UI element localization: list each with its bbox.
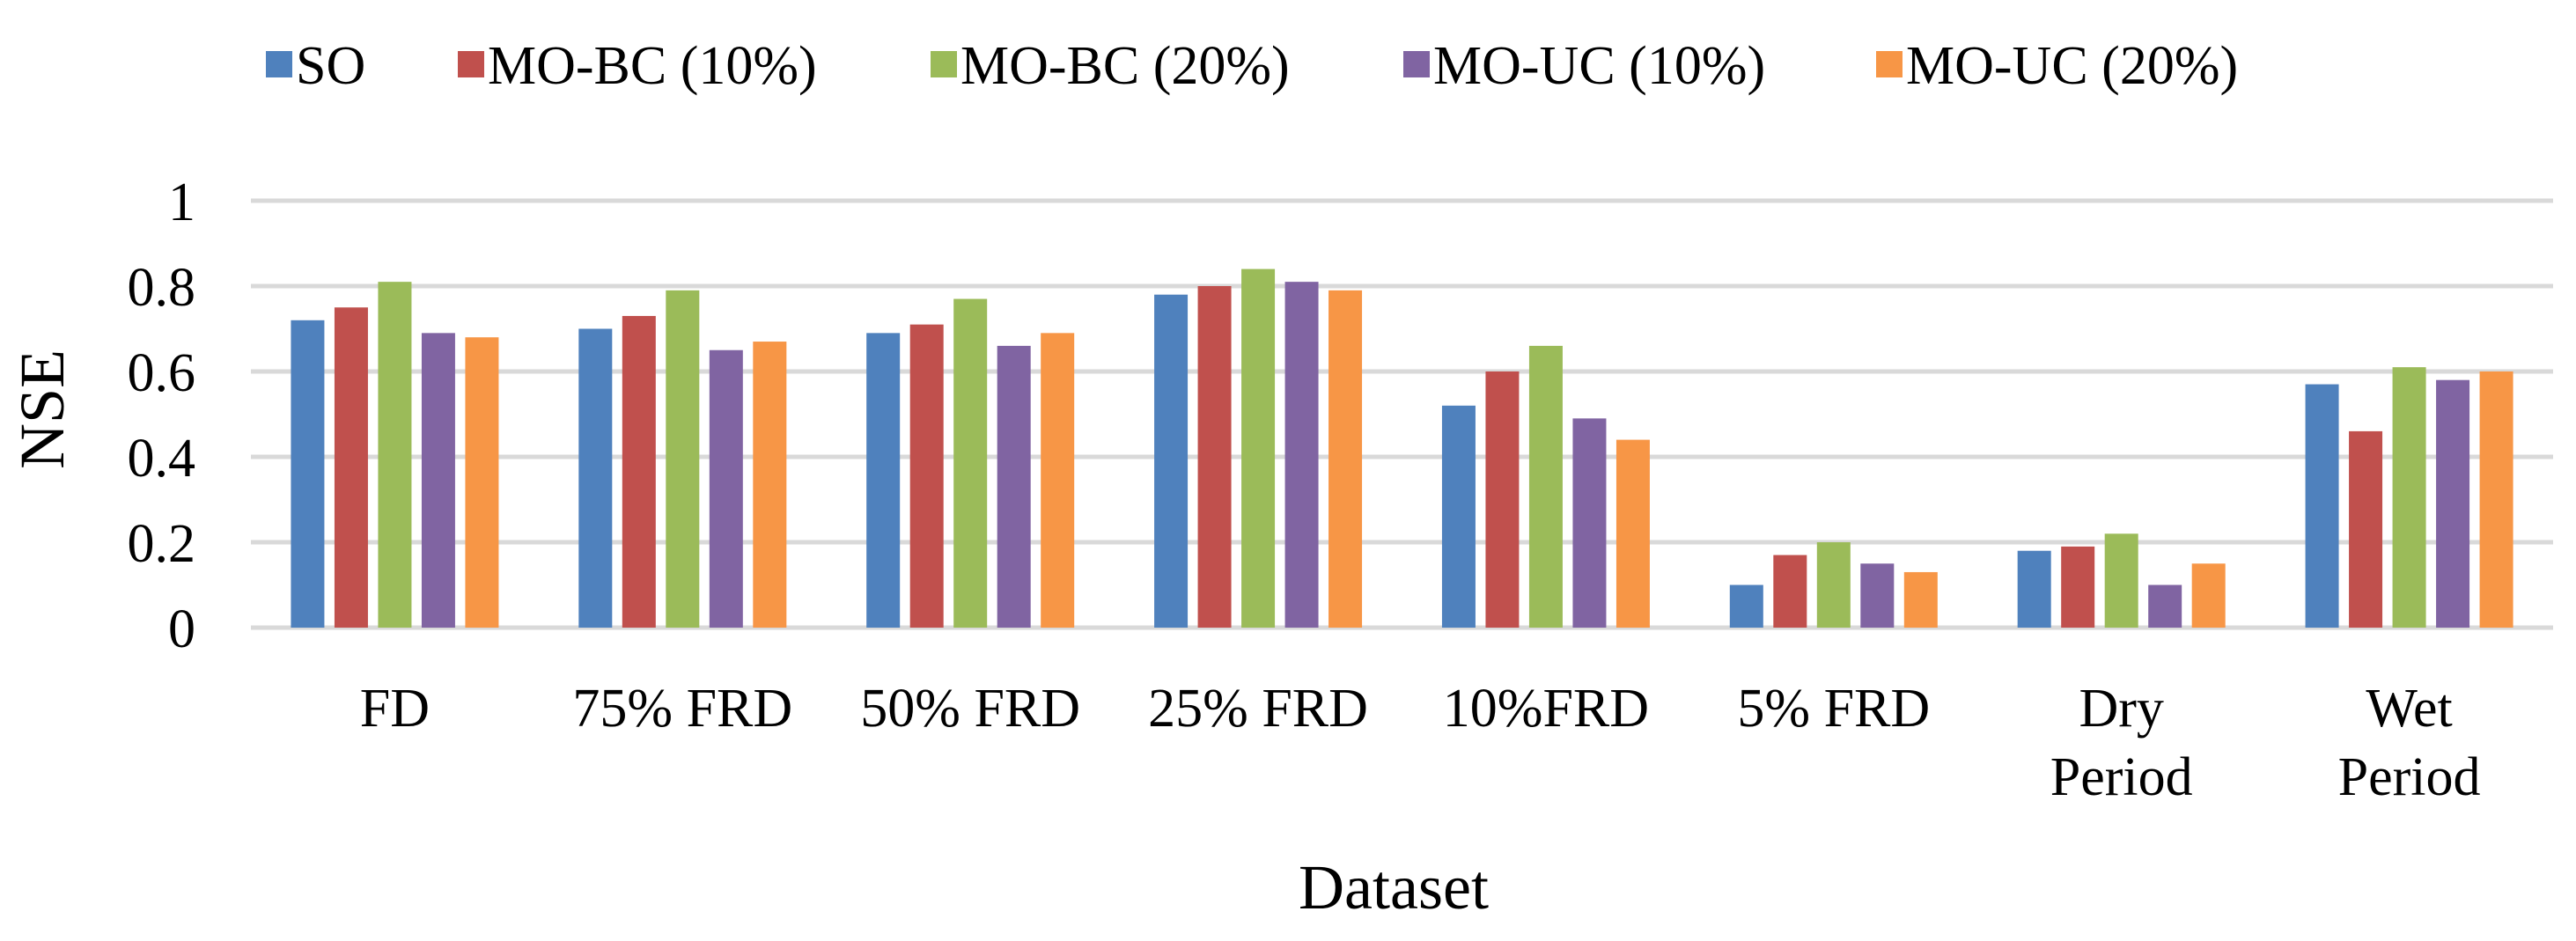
bar xyxy=(622,315,656,628)
bar xyxy=(578,328,613,628)
bar xyxy=(1284,282,1319,628)
legend-label: MO-BC (10%) xyxy=(488,36,817,96)
bar xyxy=(666,290,700,628)
bar xyxy=(1441,405,1476,628)
bar xyxy=(1860,563,1895,628)
y-axis-label: NSE xyxy=(7,349,77,469)
y-tick-label: 0.6 xyxy=(128,343,196,403)
legend-label: MO-UC (20%) xyxy=(1906,36,2238,96)
y-tick-label: 0.2 xyxy=(128,514,196,574)
legend-entry: MO-BC (20%) xyxy=(931,36,1290,96)
x-category-label: 10%FRD xyxy=(1443,679,1649,739)
x-category-label: 5% FRD xyxy=(1737,679,1930,739)
legend-label: MO-UC (10%) xyxy=(1433,36,1765,96)
legend-entry: MO-BC (10%) xyxy=(458,36,817,96)
bar xyxy=(1616,439,1650,628)
legend-swatch xyxy=(1403,51,1430,77)
bar xyxy=(334,307,368,628)
x-category-label: Dry Period xyxy=(2050,679,2193,807)
bar xyxy=(2017,550,2051,628)
bar xyxy=(291,320,325,628)
legend-swatch xyxy=(458,51,484,77)
bar xyxy=(1154,294,1189,628)
bar xyxy=(709,349,743,628)
bar xyxy=(2392,367,2426,628)
x-category-label: Wet Period xyxy=(2338,679,2481,807)
bar xyxy=(1041,333,1075,628)
bar xyxy=(1197,286,1232,628)
bar xyxy=(1241,268,1276,628)
bar xyxy=(421,333,455,628)
x-category-label: FD xyxy=(360,679,430,739)
bar xyxy=(378,282,412,628)
bar xyxy=(1729,584,1763,628)
bar xyxy=(2061,546,2095,628)
bar xyxy=(1903,571,1938,628)
bar xyxy=(1528,345,1563,628)
bar xyxy=(1572,418,1607,628)
bar xyxy=(1328,290,1363,628)
bar xyxy=(2104,533,2138,628)
bar xyxy=(2191,563,2226,628)
legend-entry: MO-UC (20%) xyxy=(1876,36,2238,96)
bar xyxy=(465,337,499,628)
bar xyxy=(997,345,1031,628)
legend-swatch xyxy=(931,51,957,77)
legend-entry: MO-UC (10%) xyxy=(1403,36,1765,96)
x-category-label: 25% FRD xyxy=(1148,679,1368,739)
bar xyxy=(1773,555,1807,628)
bar xyxy=(2479,371,2513,628)
legend-entry: SO xyxy=(266,36,365,96)
bar xyxy=(2305,384,2339,628)
y-tick-label: 0.8 xyxy=(128,258,196,318)
bar xyxy=(2436,379,2470,628)
x-axis-categories: FD 75% FRD 50% FRD 25% FRD 10%FRD 5% FRD Dry Pe… xyxy=(360,679,2481,807)
x-category-label: 50% FRD xyxy=(860,679,1080,739)
legend-swatch xyxy=(266,51,292,77)
bar xyxy=(753,342,787,628)
bar xyxy=(1485,371,1520,628)
legend: SO MO-BC (10%) MO-BC (20%) MO-UC (10%) MO-UC… xyxy=(266,36,2238,96)
y-axis-ticks: 0 0.2 0.4 0.6 0.8 1 xyxy=(128,173,196,659)
legend-label: MO-BC (20%) xyxy=(960,36,1290,96)
y-tick-label: 0.4 xyxy=(128,429,196,489)
bar xyxy=(953,298,988,628)
bars xyxy=(291,268,2513,628)
bar xyxy=(909,324,944,628)
x-category-label: 75% FRD xyxy=(572,679,792,739)
y-tick-label: 0 xyxy=(168,599,195,659)
bar xyxy=(2148,584,2182,628)
bar xyxy=(1816,542,1851,628)
legend-label: SO xyxy=(296,36,365,96)
x-axis-label: Dataset xyxy=(1299,852,1489,923)
y-tick-label: 1 xyxy=(168,173,195,232)
bar xyxy=(866,333,901,628)
bar xyxy=(2349,430,2383,628)
legend-swatch xyxy=(1876,51,1903,77)
